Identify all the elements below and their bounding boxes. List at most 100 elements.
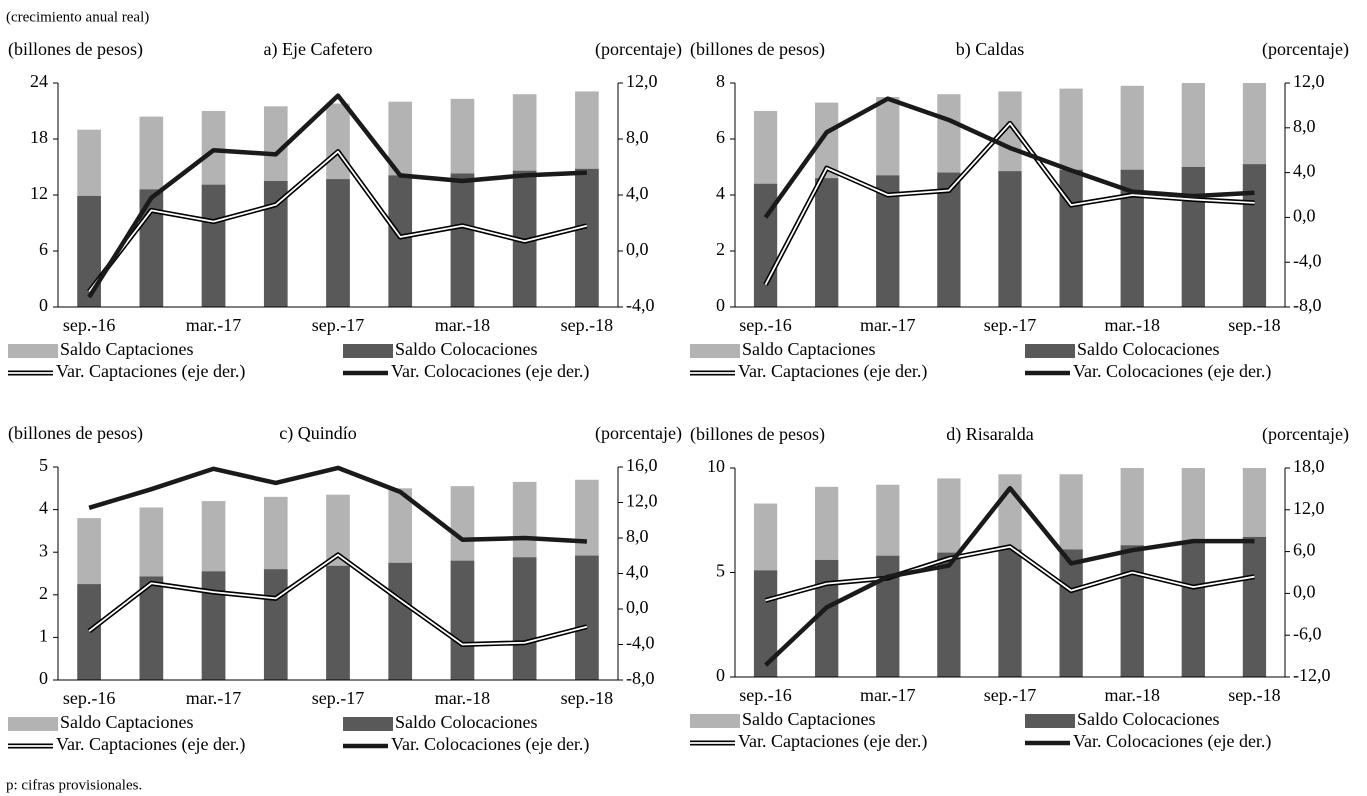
x-tick-label: mar.-18 [435, 315, 491, 335]
bar [388, 175, 413, 307]
bar [512, 557, 537, 680]
bar [998, 549, 1022, 677]
y2-tick-label: 12,0 [626, 491, 658, 511]
y2-tick-label: -12,0 [1293, 665, 1331, 685]
y-tick-label: 0 [39, 668, 48, 688]
legend-label: Var. Captaciones (eje der.) [738, 361, 927, 382]
x-tick-label: mar.-17 [186, 315, 242, 335]
bar [1181, 543, 1205, 677]
line-inner [764, 122, 1255, 286]
y2-axis-label: (porcentaje) [1262, 424, 1349, 445]
x-tick-label: sep.-16 [63, 315, 116, 335]
legend-swatch [1025, 714, 1075, 728]
y2-tick-label: -4,0 [1293, 250, 1322, 270]
bar [139, 576, 164, 680]
panel-title: b) Caldas [956, 39, 1024, 60]
x-tick-label: sep.-17 [984, 685, 1037, 705]
x-tick-label: mar.-17 [860, 685, 916, 705]
y-tick-label: 0 [716, 665, 725, 685]
bar [326, 179, 350, 307]
y-tick-label: 8 [716, 71, 725, 91]
legend-swatch [1025, 344, 1075, 358]
y2-axis-label: (porcentaje) [1262, 39, 1349, 60]
legend-label: Saldo Captaciones [60, 339, 193, 359]
bar [815, 559, 839, 677]
bar [201, 571, 226, 680]
y2-tick-label: 8,0 [626, 127, 649, 147]
x-tick-label: mar.-18 [1104, 315, 1160, 335]
y-tick-label: 4 [716, 183, 725, 203]
y2-tick-label: 0,0 [626, 597, 649, 617]
panel-title: c) Quindío [279, 423, 356, 444]
bar [388, 562, 413, 680]
y2-tick-label: -8,0 [1293, 295, 1322, 315]
y-axis-label: (billones de pesos) [8, 39, 143, 60]
y-tick-label: 6 [39, 239, 48, 259]
bar [937, 552, 961, 677]
y-tick-label: 4 [39, 498, 48, 518]
y2-tick-label: -4,0 [626, 295, 655, 315]
legend-label: Var. Colocaciones (eje der.) [391, 734, 589, 755]
bar [1242, 536, 1267, 677]
y2-tick-label: 4,0 [1293, 161, 1316, 181]
subtitle: (crecimiento anual real) [6, 9, 149, 25]
line-inner [765, 545, 1255, 602]
y2-tick-label: 16,0 [626, 455, 658, 475]
bar [1181, 167, 1205, 307]
bar [876, 555, 900, 677]
legend-swatch [8, 717, 58, 731]
bar [450, 173, 475, 307]
legend-label: Saldo Captaciones [742, 339, 875, 359]
line [763, 96, 1255, 219]
bar [575, 168, 599, 307]
y2-tick-label: 0,0 [1293, 582, 1316, 602]
x-tick-label: sep.-18 [561, 688, 614, 708]
legend-label: Saldo Captaciones [742, 709, 875, 729]
y2-tick-label: 12,0 [1293, 498, 1325, 518]
bar [1242, 164, 1267, 307]
y-tick-label: 5 [716, 561, 725, 581]
y-tick-label: 6 [716, 127, 725, 147]
x-tick-label: sep.-16 [739, 315, 792, 335]
bar [263, 181, 288, 307]
legend-label: Saldo Colocaciones [395, 712, 537, 732]
legend-label: Var. Colocaciones (eje der.) [1073, 361, 1271, 382]
y2-tick-label: 12,0 [1293, 71, 1325, 91]
y2-tick-label: 0,0 [626, 239, 649, 259]
bar [753, 570, 778, 677]
legend-label: Saldo Colocaciones [1077, 709, 1219, 729]
x-tick-label: mar.-17 [860, 315, 916, 335]
legend-swatch [343, 344, 393, 358]
legend-label: Var. Colocaciones (eje der.) [1073, 731, 1271, 752]
legend-label: Var. Captaciones (eje der.) [56, 361, 245, 382]
bar [263, 569, 288, 680]
y2-tick-label: 8,0 [1293, 116, 1316, 136]
bar [876, 175, 900, 307]
y2-tick-label: 4,0 [626, 562, 649, 582]
y2-tick-label: -4,0 [626, 633, 655, 653]
legend-swatch [343, 717, 393, 731]
y2-tick-label: 18,0 [1293, 456, 1325, 476]
legend-swatch [690, 344, 740, 358]
bar [815, 178, 839, 307]
x-tick-label: mar.-18 [435, 688, 491, 708]
legend-label: Saldo Colocaciones [1077, 339, 1219, 359]
line-inner [88, 553, 588, 646]
x-tick-label: sep.-17 [312, 315, 365, 335]
y-axis-label: (billones de pesos) [690, 424, 825, 445]
y2-axis-label: (porcentaje) [595, 39, 682, 60]
y2-tick-label: 4,0 [626, 183, 649, 203]
bar [77, 584, 101, 680]
line [88, 465, 588, 544]
y2-tick-label: 8,0 [626, 526, 649, 546]
bar [450, 560, 475, 680]
bar [1120, 169, 1144, 307]
legend-label: Var. Colocaciones (eje der.) [391, 361, 589, 382]
legend-label: Var. Captaciones (eje der.) [738, 731, 927, 752]
line [764, 485, 1255, 667]
x-tick-label: sep.-18 [1228, 685, 1281, 705]
legend-label: Saldo Captaciones [60, 712, 193, 732]
line [87, 93, 587, 299]
